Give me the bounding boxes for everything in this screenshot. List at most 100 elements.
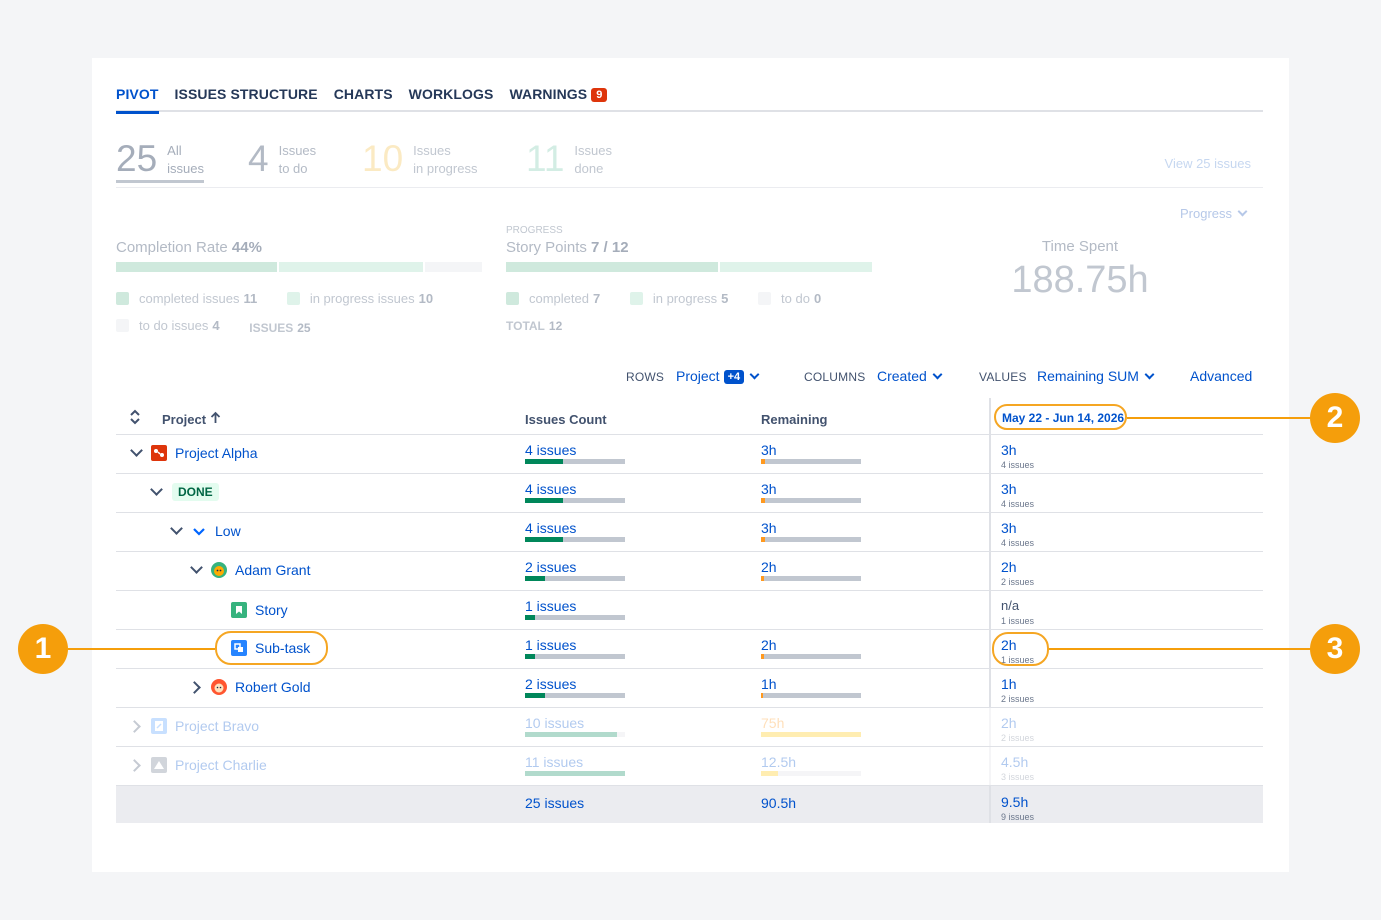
table-row[interactable]: Adam Grant 2 issues 2h 2h 2 issues (116, 552, 1263, 591)
remaining-cell[interactable]: 12.5h (761, 747, 981, 785)
tab-worklogs[interactable]: WORKLOGS (408, 86, 494, 102)
issues-count-value[interactable]: 2 issues (525, 559, 577, 575)
remaining-value[interactable]: 1h (761, 676, 777, 692)
remaining-cell[interactable]: 2h (761, 552, 981, 590)
chevron-down-icon[interactable] (190, 561, 203, 574)
date-range-cell[interactable]: 1h 2 issues (989, 669, 1263, 707)
tab-warnings[interactable]: WARNINGS 9 (509, 84, 608, 112)
date-cell-value[interactable]: 4.5h (1001, 754, 1029, 770)
table-row[interactable]: Sub-task 1 issues 2h 2h 1 issues (116, 630, 1263, 669)
stat-all-issues[interactable]: 25 All issues (116, 140, 205, 183)
date-range-cell[interactable]: 2h 2 issues (989, 708, 1263, 746)
totals-remaining-value[interactable]: 90.5h (761, 795, 797, 811)
issues-count-cell[interactable]: 11 issues (525, 747, 755, 785)
project-charlie-link[interactable]: Project Charlie (175, 757, 267, 773)
issues-count-cell[interactable]: 4 issues (525, 474, 755, 512)
status-badge[interactable]: DONE (172, 483, 219, 501)
date-range-cell[interactable]: 3h 4 issues (989, 513, 1263, 551)
tab-charts[interactable]: CHARTS (333, 86, 393, 102)
priority-low-link[interactable]: Low (215, 523, 241, 539)
table-row[interactable]: Low 4 issues 3h 3h 4 issues (116, 513, 1263, 552)
date-cell-value[interactable]: 2h (1001, 559, 1017, 575)
chevron-down-icon[interactable] (130, 444, 143, 457)
project-alpha-link[interactable]: Project Alpha (175, 445, 258, 461)
issues-count-cell[interactable]: 10 issues (525, 708, 755, 746)
progress-dropdown[interactable]: Progress (1180, 206, 1248, 221)
table-row[interactable]: Project Alpha 4 issues 3h 3h 4 issues (116, 435, 1263, 474)
issues-count-value[interactable]: 4 issues (525, 481, 577, 497)
remaining-value[interactable]: 75h (761, 715, 785, 731)
issues-count-value[interactable]: 1 issues (525, 598, 577, 614)
chevron-right-icon[interactable] (128, 759, 141, 772)
remaining-cell[interactable]: 75h (761, 708, 981, 746)
issues-count-value[interactable]: 2 issues (525, 676, 577, 692)
header-date-range[interactable]: May 22 - Jun 14, 2026 (989, 398, 1263, 434)
stat-inprogress-issues[interactable]: 10 Issues in progress (362, 140, 477, 178)
columns-dropdown[interactable]: Created (877, 368, 943, 384)
chevron-right-icon[interactable] (188, 681, 201, 694)
values-dropdown[interactable]: Remaining SUM (1037, 368, 1155, 384)
date-cell-value[interactable]: 3h (1001, 481, 1017, 497)
header-issues-count[interactable]: Issues Count (525, 398, 755, 434)
table-row[interactable]: DONE 4 issues 3h 3h 4 issues (116, 474, 1263, 513)
chevron-down-icon[interactable] (170, 522, 183, 535)
tab-pivot[interactable]: PIVOT (116, 84, 159, 114)
remaining-cell[interactable]: 3h (761, 513, 981, 551)
date-cell-value[interactable]: 2h (1001, 715, 1017, 731)
issue-type-story-link[interactable]: Story (255, 602, 288, 618)
remaining-value[interactable]: 3h (761, 520, 777, 536)
date-range-cell[interactable]: 3h 4 issues (989, 435, 1263, 473)
issues-count-value[interactable]: 1 issues (525, 637, 577, 653)
stat-todo-issues[interactable]: 4 Issues to do (248, 140, 316, 178)
remaining-cell[interactable]: 3h (761, 474, 981, 512)
table-row[interactable]: Robert Gold 2 issues 1h 1h 2 issues (116, 669, 1263, 708)
project-bravo-link[interactable]: Project Bravo (175, 718, 260, 734)
issue-type-subtask-link[interactable]: Sub-task (255, 640, 311, 656)
remaining-cell[interactable]: 3h (761, 435, 981, 473)
chevron-right-icon[interactable] (128, 720, 141, 733)
table-row[interactable]: Story 1 issues n/a 1 issues (116, 591, 1263, 630)
date-cell-value[interactable]: 3h (1001, 520, 1017, 536)
advanced-link[interactable]: Advanced (1190, 368, 1253, 384)
totals-count-cell[interactable]: 25 issues (525, 786, 755, 823)
totals-date-cell[interactable]: 9.5h 9 issues (989, 786, 1263, 823)
table-row[interactable]: Project Bravo 10 issues 75h 2h 2 issues (116, 708, 1263, 747)
totals-remaining-cell[interactable]: 90.5h (761, 786, 981, 823)
view-issues-link[interactable]: View 25 issues (1164, 156, 1251, 171)
issues-count-cell[interactable]: 1 issues (525, 630, 755, 668)
issues-count-cell[interactable]: 2 issues (525, 669, 755, 707)
rows-dropdown[interactable]: Project +4 (676, 368, 760, 384)
expand-collapse-icon[interactable] (128, 409, 142, 425)
remaining-cell[interactable]: 2h (761, 630, 981, 668)
issues-count-value[interactable]: 11 issues (525, 754, 584, 770)
issues-count-cell[interactable]: 4 issues (525, 435, 755, 473)
user-robert-gold-link[interactable]: Robert Gold (235, 679, 311, 695)
totals-date-value[interactable]: 9.5h (1001, 794, 1029, 810)
chevron-down-icon[interactable] (150, 483, 163, 496)
date-cell-value[interactable]: 3h (1001, 442, 1017, 458)
date-range-cell[interactable]: n/a 1 issues (989, 591, 1263, 629)
issues-count-cell[interactable]: 4 issues (525, 513, 755, 551)
totals-count-value[interactable]: 25 issues (525, 795, 585, 811)
date-range-cell[interactable]: 2h 2 issues (989, 552, 1263, 590)
issues-count-value[interactable]: 10 issues (525, 715, 585, 731)
remaining-value[interactable]: 2h (761, 559, 777, 575)
stat-done-issues[interactable]: 11 Issues done (526, 140, 612, 178)
remaining-value[interactable]: 3h (761, 442, 777, 458)
remaining-value[interactable]: 12.5h (761, 754, 797, 770)
issues-count-cell[interactable]: 1 issues (525, 591, 755, 629)
header-project[interactable]: Project (116, 398, 516, 434)
header-remaining[interactable]: Remaining (761, 398, 981, 434)
tab-issues-structure[interactable]: ISSUES STRUCTURE (174, 86, 318, 102)
issues-count-value[interactable]: 4 issues (525, 442, 577, 458)
remaining-cell[interactable]: 1h (761, 669, 981, 707)
remaining-value[interactable]: 3h (761, 481, 777, 497)
date-range-cell[interactable]: 4.5h 3 issues (989, 747, 1263, 785)
user-adam-grant-link[interactable]: Adam Grant (235, 562, 311, 578)
issues-count-value[interactable]: 4 issues (525, 520, 577, 536)
remaining-value[interactable]: 2h (761, 637, 777, 653)
issues-count-cell[interactable]: 2 issues (525, 552, 755, 590)
date-range-cell[interactable]: 3h 4 issues (989, 474, 1263, 512)
table-row[interactable]: Project Charlie 11 issues 12.5h 4.5h 3 is… (116, 747, 1263, 786)
sort-ascending-icon[interactable] (210, 411, 221, 424)
